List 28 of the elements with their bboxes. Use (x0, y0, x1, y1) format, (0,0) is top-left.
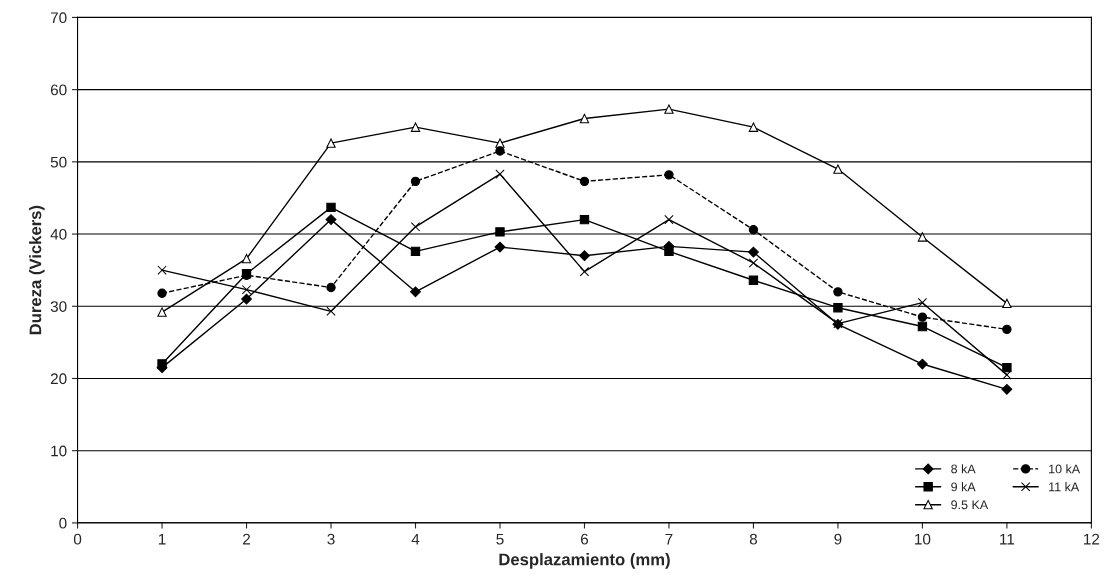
x-tick-label: 0 (73, 533, 82, 545)
x-tick-label: 9 (834, 533, 842, 545)
y-tick-label: 0 (59, 517, 67, 529)
y-tick-label: 70 (50, 12, 67, 24)
legend-label: 9 kA (951, 482, 976, 492)
x-tick-label: 12 (1084, 533, 1100, 545)
legend-label: 10 kA (1049, 464, 1081, 474)
y-tick-label: 30 (50, 301, 67, 312)
x-tick-label: 5 (496, 533, 504, 545)
x-tick-label: 10 (915, 533, 931, 545)
y-tick-label: 60 (50, 84, 67, 96)
x-axis-title: Desplazamiento (mm) (499, 553, 670, 569)
legend-label: 11 kA (1049, 482, 1080, 492)
legend-label: 8 kA (951, 464, 976, 474)
x-tick-label: 6 (581, 533, 589, 545)
x-tick-label: 1 (158, 533, 166, 545)
x-tick-label: 7 (665, 533, 673, 545)
y-axis-title: Dureza (Vickers) (29, 205, 45, 335)
y-tick-label: 10 (51, 445, 67, 457)
x-tick-label: 3 (327, 533, 335, 545)
x-tick-label: 4 (411, 533, 420, 545)
y-tick-label: 40 (50, 228, 67, 240)
y-tick-label: 20 (50, 373, 67, 385)
x-tick-label: 2 (243, 533, 251, 545)
x-tick-label: 8 (749, 533, 758, 545)
x-tick-label: 11 (1000, 533, 1015, 545)
legend-label: 9.5 KA (951, 500, 989, 510)
y-tick-label: 50 (50, 156, 67, 168)
